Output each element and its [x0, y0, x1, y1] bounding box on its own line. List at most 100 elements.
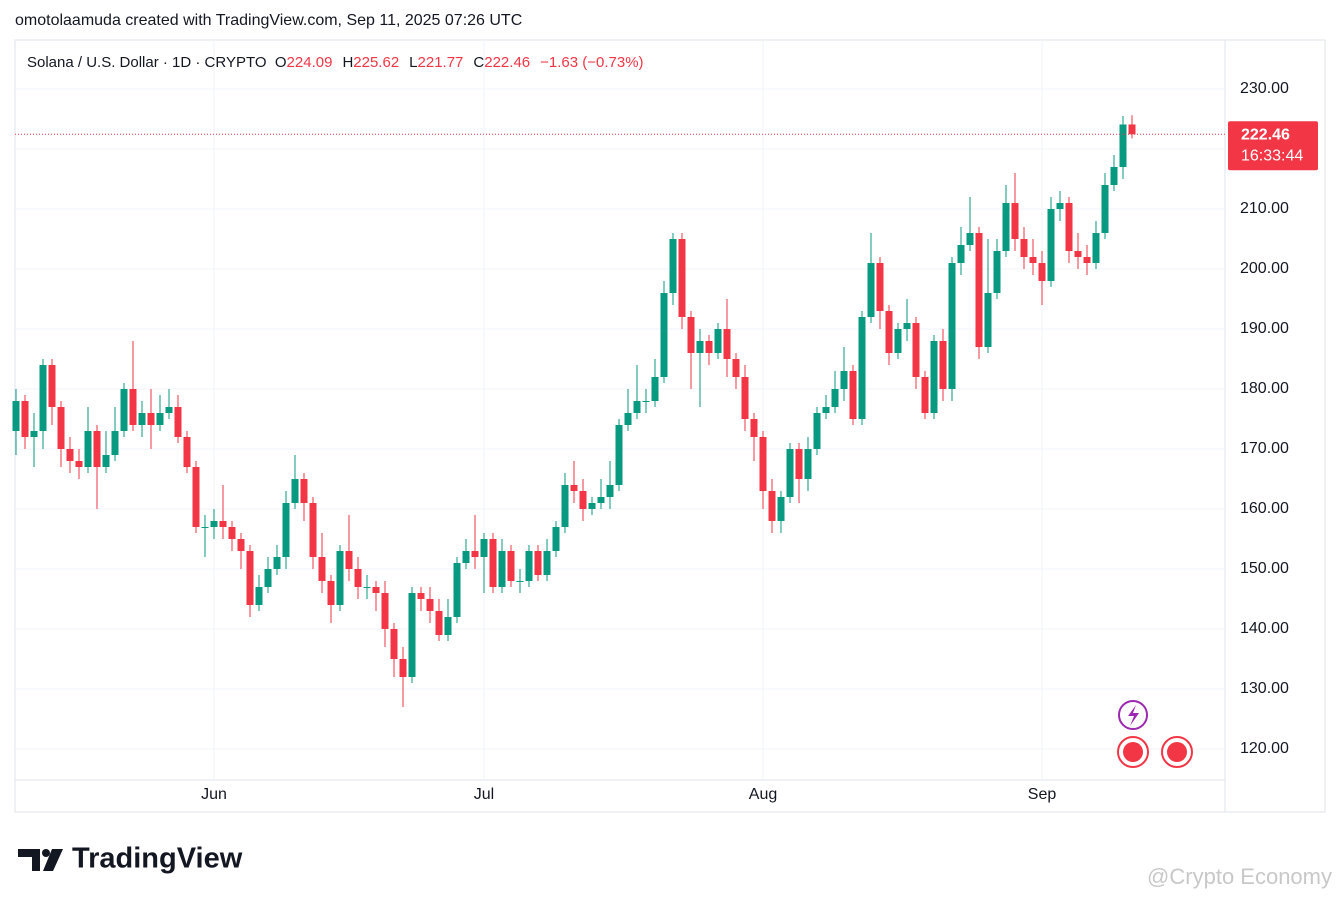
- candle-body: [318, 556, 326, 581]
- candle-body: [984, 293, 992, 348]
- x-tick-label: Jun: [201, 786, 227, 803]
- ohlc-key: L: [409, 54, 418, 71]
- candle-body: [1110, 167, 1118, 186]
- candle-body: [669, 239, 677, 294]
- candle-body: [777, 496, 785, 521]
- candle-body: [813, 412, 821, 449]
- ohlc-key: C: [473, 54, 485, 71]
- candle-body: [930, 341, 938, 413]
- candle-body: [480, 538, 488, 557]
- candle-body: [1065, 203, 1073, 252]
- ohlc-value: 221.77: [417, 54, 464, 71]
- candle-body: [849, 371, 857, 419]
- candle-body: [642, 401, 650, 403]
- candle-body: [111, 430, 119, 455]
- candle-body: [552, 526, 560, 551]
- candles: [12, 115, 1136, 707]
- candle-body: [606, 484, 614, 497]
- candle-body: [381, 592, 389, 629]
- candle-body: [156, 412, 164, 425]
- candle-body: [966, 233, 974, 246]
- candle-body: [147, 412, 155, 425]
- candle-body: [759, 436, 767, 491]
- y-tick-label: 180.00: [1240, 380, 1289, 397]
- candle-body: [444, 616, 452, 635]
- candle-body: [462, 550, 470, 563]
- candle-body: [291, 478, 299, 503]
- event-icons: [1117, 700, 1193, 768]
- candle-body: [390, 628, 398, 659]
- candle-body: [48, 365, 56, 408]
- candle-body: [237, 538, 245, 551]
- candle-body: [12, 401, 20, 431]
- candle-body: [822, 407, 830, 413]
- candle-body: [795, 448, 803, 479]
- candle-body: [66, 448, 74, 461]
- candle-body: [1092, 233, 1100, 264]
- candle-body: [489, 538, 497, 587]
- candle-body: [21, 401, 29, 437]
- candle-body: [201, 526, 209, 528]
- candle-body: [912, 323, 920, 378]
- candle-body: [192, 466, 200, 527]
- y-tick-label: 120.00: [1240, 740, 1289, 757]
- candle-body: [138, 412, 146, 425]
- price-tag-countdown: 16:33:44: [1241, 147, 1303, 164]
- y-tick-label: 130.00: [1240, 680, 1289, 697]
- price-tag: [1228, 121, 1318, 171]
- candle-body: [129, 389, 137, 425]
- candle-body: [1038, 263, 1046, 282]
- y-tick-label: 190.00: [1240, 320, 1289, 337]
- change: −1.63 (−0.73%): [540, 54, 644, 71]
- candle-body: [309, 502, 317, 557]
- candle-body: [1056, 203, 1064, 210]
- logo-mark: [18, 849, 40, 871]
- candle-body: [327, 580, 335, 605]
- candle-body: [372, 586, 380, 593]
- candle-body: [507, 550, 515, 581]
- candle-body: [597, 496, 605, 503]
- candle-body: [282, 502, 290, 557]
- candle-body: [732, 359, 740, 378]
- candle-body: [948, 263, 956, 390]
- candle-body: [399, 658, 407, 677]
- candle-body: [1074, 251, 1082, 258]
- candle-body: [867, 263, 875, 318]
- candle-body: [714, 329, 722, 354]
- symbol-title: Solana / U.S. Dollar · 1D · CRYPTO: [27, 54, 267, 71]
- candle-body: [921, 377, 929, 413]
- candle-body: [570, 484, 578, 491]
- candle-body: [300, 478, 308, 503]
- y-tick-label: 150.00: [1240, 560, 1289, 577]
- candle-body: [741, 377, 749, 419]
- candle-body: [687, 317, 695, 354]
- candle-body: [183, 436, 191, 467]
- candle-body: [264, 568, 272, 587]
- candle-body: [975, 233, 983, 348]
- candle-body: [498, 550, 506, 587]
- candle-body: [75, 460, 83, 467]
- candle-body: [615, 424, 623, 485]
- candle-body: [1011, 203, 1019, 240]
- candle-body: [993, 251, 1001, 294]
- candle-body: [885, 311, 893, 354]
- candle-body: [363, 586, 371, 588]
- candle-body: [210, 520, 218, 527]
- candle-body: [750, 418, 758, 437]
- candle-body: [228, 526, 236, 539]
- candle-body: [705, 341, 713, 354]
- symbol-header: Solana / U.S. Dollar · 1D · CRYPTO O224.…: [27, 54, 654, 71]
- caption: omotolaamuda created with TradingView.co…: [15, 12, 523, 29]
- candle-body: [1119, 124, 1127, 168]
- candle-body: [723, 329, 731, 360]
- candle-body: [1101, 185, 1109, 234]
- brand: TradingView: [72, 843, 243, 875]
- candle-body: [30, 430, 38, 437]
- ohlc-value: 222.46: [484, 54, 531, 71]
- candle-body: [39, 365, 47, 431]
- candle-body: [354, 568, 362, 587]
- candle-body: [858, 317, 866, 419]
- candle-body: [435, 610, 443, 635]
- candle-body: [255, 586, 263, 605]
